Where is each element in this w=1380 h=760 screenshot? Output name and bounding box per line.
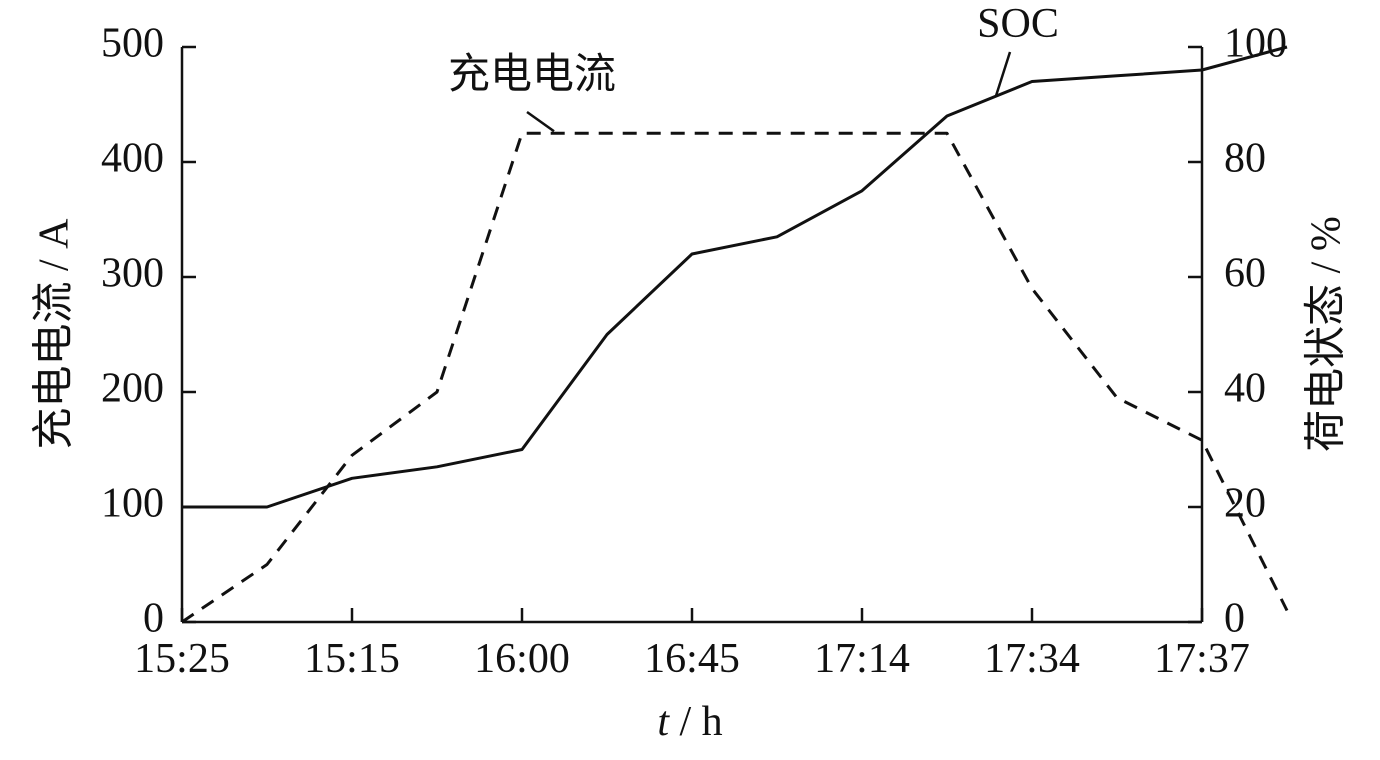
right-y-tick-label: 0 xyxy=(1224,596,1245,642)
x-tick-label: 17:37 xyxy=(1154,636,1250,682)
left-y-tick-label: 300 xyxy=(101,251,164,297)
series-layer xyxy=(181,45,1289,624)
right-y-tick-label: 80 xyxy=(1224,136,1266,182)
annotations: 充电电流 SOC xyxy=(448,1,1059,133)
right-y-tick-label: 20 xyxy=(1224,481,1266,527)
left-y-axis-title: 充电电流 / A xyxy=(32,218,78,450)
x-axis-title-unit: / h xyxy=(669,699,723,745)
x-tick-label: 16:45 xyxy=(644,636,740,682)
charging-current-leader-line xyxy=(526,110,555,133)
right-y-tick-label: 100 xyxy=(1224,21,1287,67)
x-tick-label: 17:34 xyxy=(984,636,1080,682)
x-tick-label: 15:15 xyxy=(304,636,400,682)
right-y-tick-label: 60 xyxy=(1224,251,1266,297)
x-axis-title-var: t xyxy=(657,699,670,745)
left-y-axis-ticks: 0 100 200 300 400 500 xyxy=(101,21,196,642)
left-y-tick-label: 200 xyxy=(101,366,164,412)
right-y-axis-ticks: 0 20 40 60 80 100 xyxy=(1188,21,1287,642)
charging-current-annotation: 充电电流 xyxy=(448,52,616,98)
x-axis-ticks: 15:25 15:15 16:00 16:45 17:14 17:34 17:37 xyxy=(134,608,1250,682)
x-tick-label: 16:00 xyxy=(474,636,570,682)
soc-leader-line xyxy=(994,51,1012,97)
right-y-axis-title: 荷电状态 / % xyxy=(1304,216,1350,452)
soc-series-line xyxy=(182,45,1288,509)
right-y-tick-label: 40 xyxy=(1224,366,1266,412)
left-y-tick-label: 0 xyxy=(143,596,164,642)
left-y-tick-label: 500 xyxy=(101,21,164,67)
soc-annotation: SOC xyxy=(977,1,1059,47)
left-y-tick-label: 400 xyxy=(101,136,164,182)
x-tick-label: 17:14 xyxy=(814,636,910,682)
x-tick-label: 15:25 xyxy=(134,636,230,682)
left-y-tick-label: 100 xyxy=(101,481,164,527)
x-axis-title: t / h xyxy=(657,699,722,745)
charging-current-series-line xyxy=(181,131,1289,624)
